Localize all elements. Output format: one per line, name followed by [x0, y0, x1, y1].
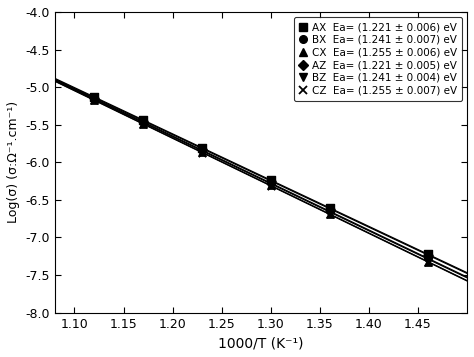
Point [267, 183, 274, 189]
Point [267, 183, 274, 188]
Point [198, 146, 206, 151]
Point [326, 206, 333, 212]
Point [267, 180, 274, 186]
Point [139, 118, 147, 124]
Point [139, 119, 147, 125]
Point [424, 259, 432, 265]
Point [424, 251, 432, 257]
Point [267, 178, 274, 184]
Legend: AX  Ea= (1.221 ± 0.006) eV, BX  Ea= (1.241 ± 0.007) eV, CX  Ea= (1.255 ± 0.006) : AX Ea= (1.221 ± 0.006) eV, BX Ea= (1.241… [294, 17, 462, 101]
Point [91, 97, 98, 103]
Point [198, 148, 206, 154]
Point [198, 150, 206, 155]
Point [139, 121, 147, 126]
Point [326, 211, 333, 217]
Y-axis label: Log(σ) (σ:Ω⁻¹.cm⁻¹): Log(σ) (σ:Ω⁻¹.cm⁻¹) [7, 101, 20, 223]
Point [267, 181, 274, 187]
Point [326, 209, 333, 215]
Point [91, 96, 98, 102]
Point [139, 117, 147, 123]
Point [424, 255, 432, 261]
Point [91, 96, 98, 101]
Point [267, 177, 274, 183]
Point [424, 259, 432, 265]
Point [326, 208, 333, 214]
Point [139, 120, 147, 126]
Point [198, 149, 206, 155]
Point [91, 97, 98, 103]
Point [91, 95, 98, 101]
Point [139, 121, 147, 127]
Point [326, 205, 333, 211]
Point [91, 94, 98, 100]
X-axis label: 1000/T (K⁻¹): 1000/T (K⁻¹) [218, 336, 304, 350]
Point [424, 252, 432, 258]
Point [424, 256, 432, 262]
Point [326, 212, 333, 217]
Point [198, 145, 206, 151]
Point [198, 147, 206, 153]
